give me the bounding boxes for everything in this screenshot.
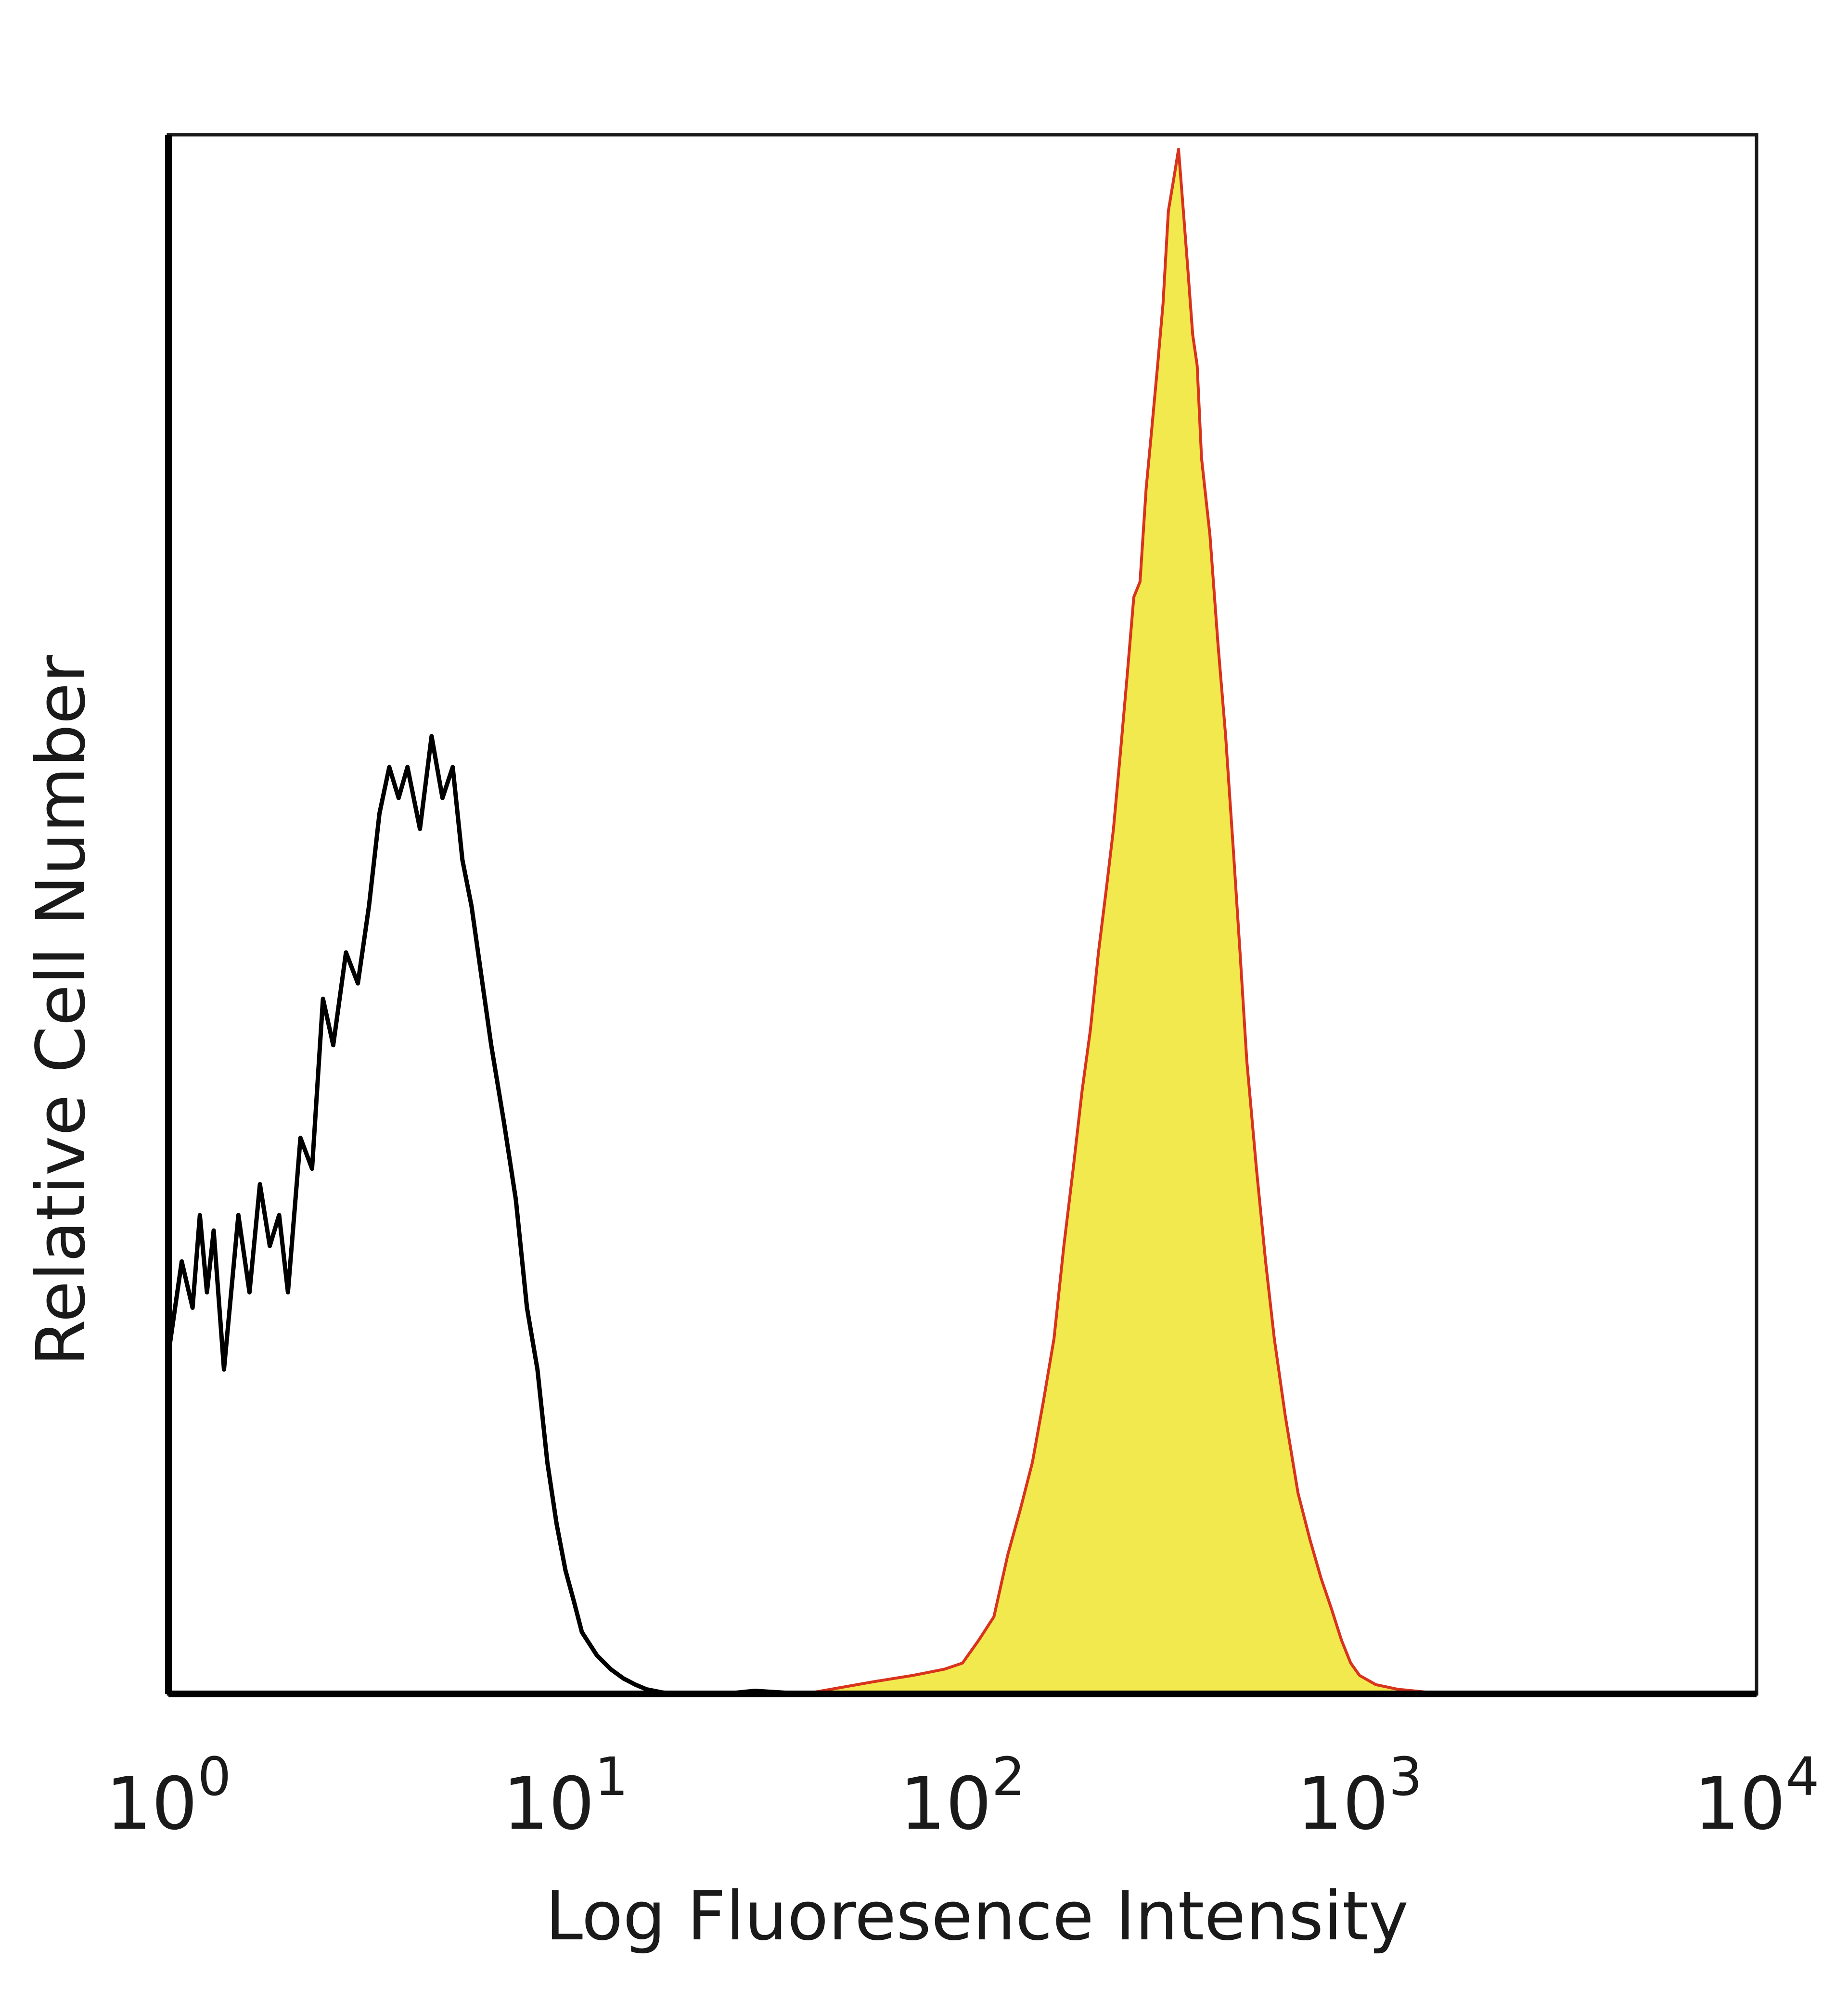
control-histogram-line xyxy=(166,734,1757,1696)
y-axis-label: Relative Cell Number xyxy=(22,655,101,1366)
x-tick-label: 101 xyxy=(503,1746,629,1846)
stained-histogram-outline xyxy=(168,148,1757,1695)
x-axis-label: Log Fluoresence Intensity xyxy=(545,1877,1409,1956)
x-tick-label: 103 xyxy=(1297,1746,1423,1846)
plot-area xyxy=(166,148,1757,1696)
x-tick-labels: 100 101 102 103 104 xyxy=(106,1746,1820,1846)
plot-frame xyxy=(167,133,1758,1696)
x-tick-label: 100 xyxy=(106,1746,231,1846)
x-tick-label: 104 xyxy=(1694,1746,1820,1846)
x-tick-label: 102 xyxy=(900,1746,1026,1846)
stained-histogram-fill xyxy=(168,149,1757,1694)
